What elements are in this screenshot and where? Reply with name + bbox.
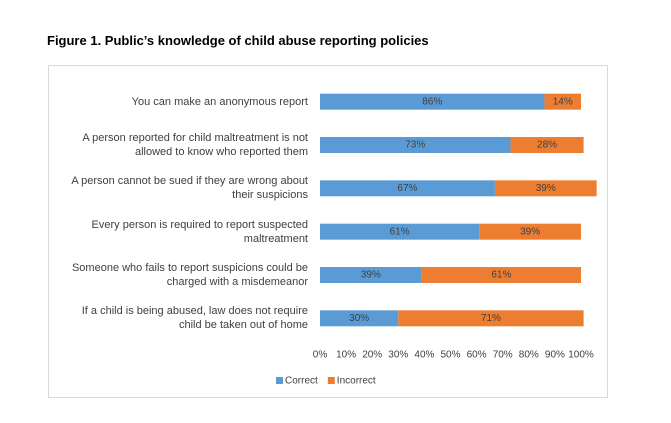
bar-segment (320, 267, 422, 283)
chart-frame (48, 65, 608, 398)
y-tick-label: A person cannot be sued if they are wron… (71, 175, 308, 202)
data-label: 73% (405, 140, 425, 151)
data-label: 39% (520, 226, 540, 237)
x-tick-label: 30% (388, 350, 408, 361)
bar-segment (320, 137, 511, 153)
data-label: 14% (553, 96, 573, 107)
x-tick-label: 100% (568, 350, 594, 361)
data-label: 67% (397, 183, 417, 194)
data-label: 28% (537, 140, 557, 151)
data-label: 71% (481, 313, 501, 324)
x-tick-label: 50% (440, 350, 460, 361)
x-tick-label: 70% (493, 350, 513, 361)
bar-segment (320, 93, 545, 110)
bar-segment (544, 93, 581, 110)
x-tick-label: 10% (336, 350, 356, 361)
y-tick-label: Every person is required to report suspe… (91, 218, 308, 245)
legend-swatch (327, 377, 335, 384)
data-label: 61% (491, 270, 511, 281)
data-label: 86% (422, 96, 442, 107)
y-tick-label: If a child is being abused, law does not… (81, 305, 308, 332)
data-label: 61% (390, 226, 410, 237)
x-tick-label: 20% (362, 350, 382, 361)
y-tick-label: You can make an anonymous report (131, 95, 308, 108)
y-tick-label: Someone who fails to report suspicions c… (71, 262, 308, 288)
data-label: 39% (361, 270, 381, 281)
legend-label: Correct (285, 376, 318, 387)
x-tick-label: 80% (519, 350, 539, 361)
data-label: 30% (349, 313, 369, 324)
legend-swatch (276, 377, 283, 384)
x-tick-label: 90% (545, 350, 565, 361)
bar-segment (398, 310, 584, 327)
bar-segment (320, 180, 495, 197)
bar-segment (320, 223, 480, 240)
x-tick-label: 0% (313, 350, 328, 361)
chart-title: Figure 1. Public’s knowledge of child ab… (47, 33, 429, 48)
x-tick-label: 40% (414, 350, 434, 361)
legend-label: Incorrect (337, 376, 376, 387)
bar-segment (510, 137, 584, 153)
bar-segment (320, 310, 399, 327)
data-label: 39% (536, 183, 556, 194)
x-tick-label: 60% (467, 350, 487, 361)
bar-segment (421, 267, 581, 283)
bar-segment (479, 223, 581, 240)
y-tick-label: A person reported for child maltreatment… (82, 132, 308, 158)
bar-segment (494, 180, 597, 197)
